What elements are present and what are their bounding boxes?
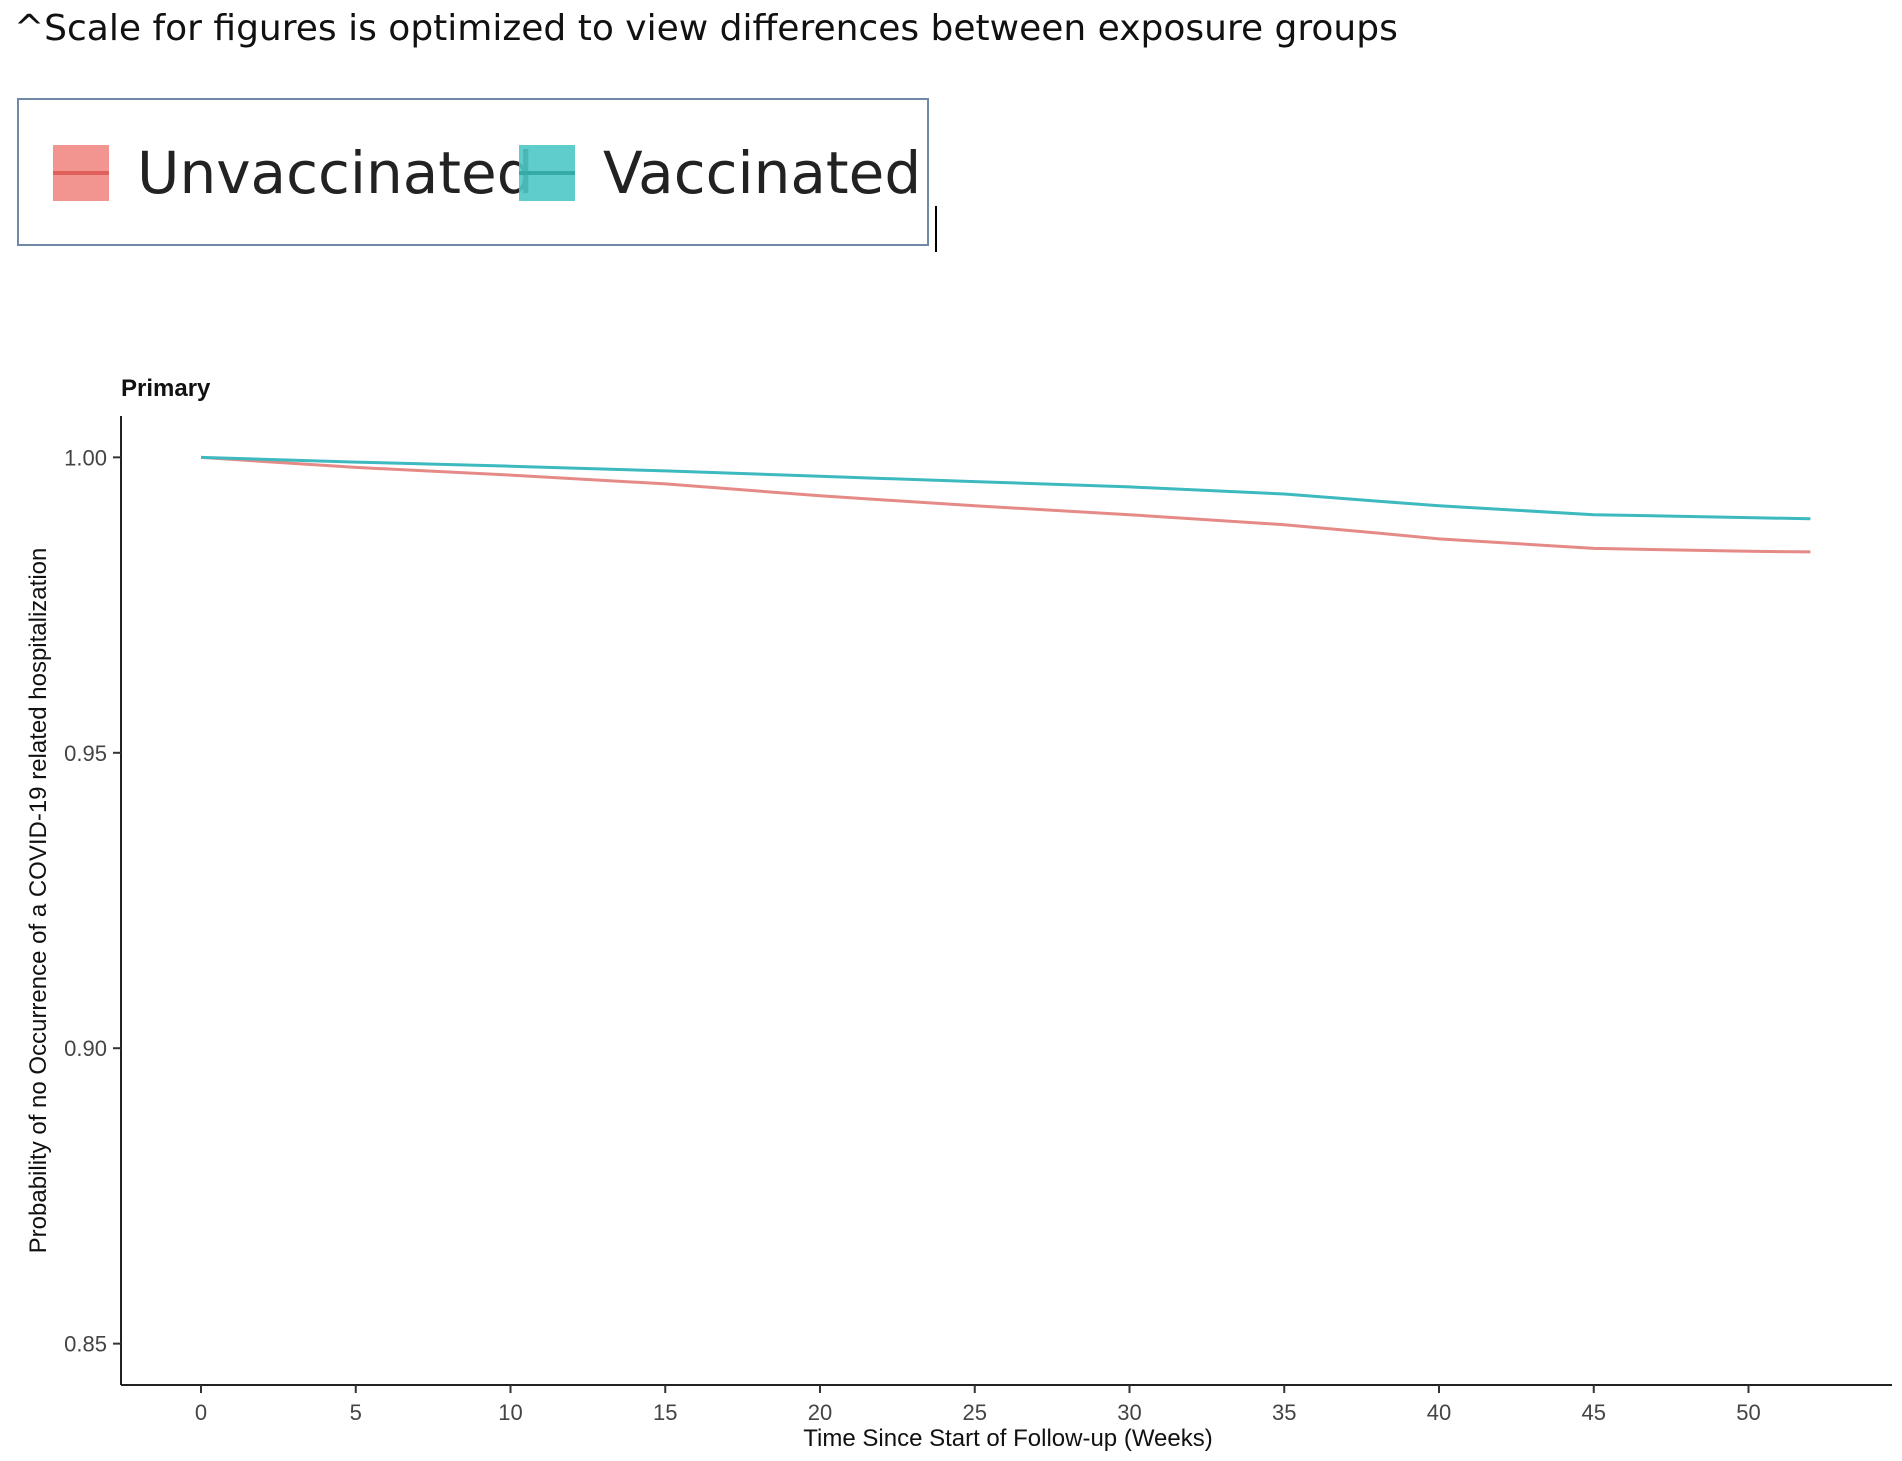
series-line-vaccinated: [200, 455, 1811, 521]
x-tick-label: 0: [195, 1400, 207, 1425]
x-tick-label: 20: [808, 1400, 832, 1425]
series-line-unvaccinated: [200, 455, 1811, 554]
scale-note: ^Scale for figures is optimized to view …: [14, 8, 1398, 49]
y-tick-label: 0.90: [64, 1036, 107, 1061]
x-tick-label: 40: [1427, 1400, 1451, 1425]
x-tick-label: 50: [1736, 1400, 1760, 1425]
y-axis-title: Probability of no Occurrence of a COVID-…: [25, 548, 52, 1254]
y-tick-label: 0.85: [64, 1332, 107, 1357]
x-tick-label: 5: [350, 1400, 362, 1425]
x-tick-label: 25: [963, 1400, 987, 1425]
chart-title: Primary: [121, 375, 211, 402]
x-tick-label: 15: [653, 1400, 677, 1425]
legend-label-unvaccinated: Unvaccinated: [137, 139, 534, 207]
text-cursor: [935, 206, 937, 252]
x-tick-label: 45: [1582, 1400, 1606, 1425]
x-tick-label: 35: [1272, 1400, 1296, 1425]
legend-key-vaccinated: [519, 145, 575, 201]
x-axis-title: Time Since Start of Follow-up (Weeks): [803, 1425, 1212, 1452]
legend-item-unvaccinated: Unvaccinated: [53, 142, 534, 204]
x-tick-label: 10: [498, 1400, 522, 1425]
x-tick-label: 30: [1117, 1400, 1141, 1425]
legend-item-vaccinated: Vaccinated: [519, 142, 921, 204]
legend-label-vaccinated: Vaccinated: [603, 139, 922, 207]
legend: Unvaccinated Vaccinated: [17, 98, 929, 246]
legend-key-unvaccinated: [53, 145, 109, 201]
y-tick-label: 1.00: [64, 445, 107, 470]
y-tick-label: 0.95: [64, 741, 107, 766]
